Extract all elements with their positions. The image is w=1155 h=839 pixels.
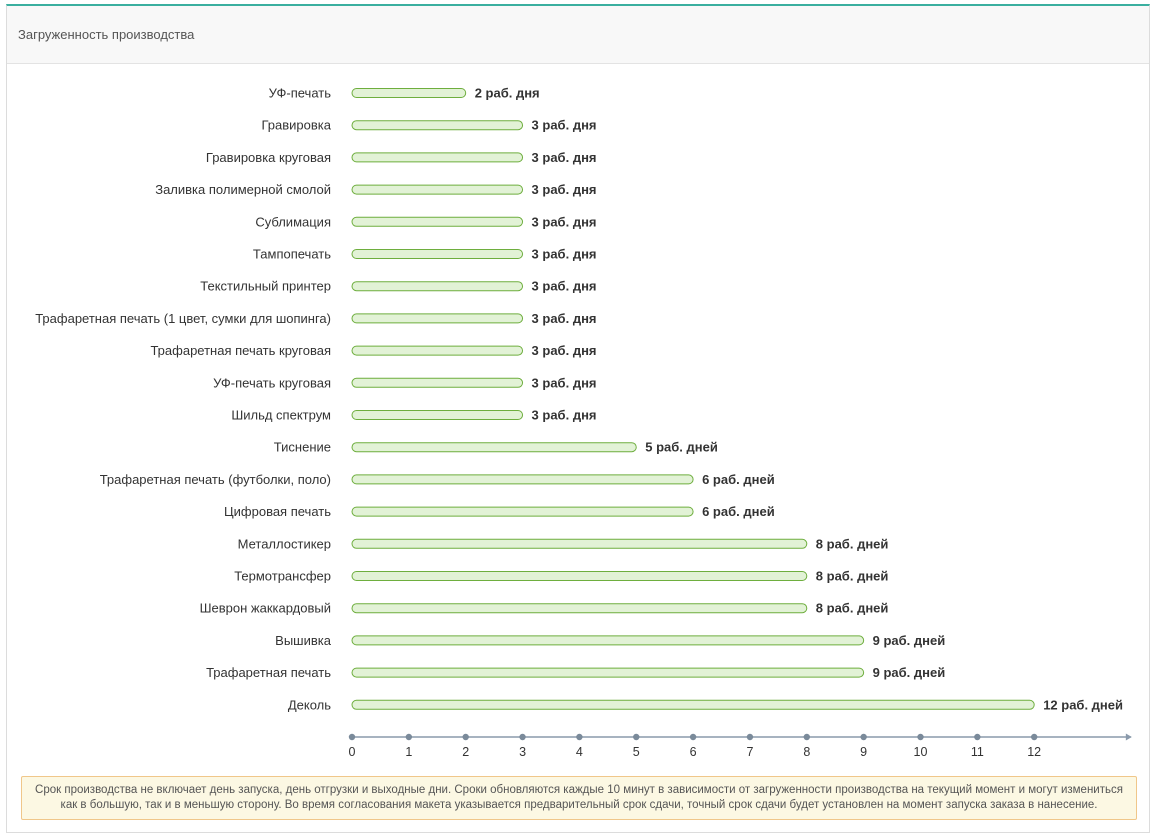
note-line-2: как в большую, так и в меньшую сторону. …: [60, 799, 1098, 811]
data-label: 6 раб. дней: [702, 504, 775, 519]
data-label: 3 раб. дня: [532, 311, 597, 326]
category-label: Шеврон жаккардовый: [200, 601, 331, 616]
x-tick-label: 6: [690, 745, 697, 759]
x-tick-label: 12: [1027, 745, 1041, 759]
category-label: УФ-печать круговая: [213, 375, 331, 390]
bar: [351, 345, 524, 356]
bar: [351, 313, 524, 324]
production-load-panel: Загруженность производства: [6, 4, 1150, 833]
x-tick-dot: [633, 733, 640, 741]
x-tick-label: 10: [914, 745, 928, 759]
bar: [351, 667, 865, 678]
category-label: Цифровая печать: [224, 504, 331, 519]
x-tick-dot: [519, 733, 526, 741]
data-label: 3 раб. дня: [532, 408, 597, 423]
data-label: 3 раб. дня: [532, 118, 597, 133]
bar: [351, 88, 467, 98]
data-label: 8 раб. дней: [816, 536, 889, 551]
x-tick-label: 5: [633, 745, 640, 759]
category-label: Трафаретная печать: [206, 665, 331, 680]
data-label: 3 раб. дня: [532, 279, 597, 294]
panel-title: Загруженность производства: [18, 27, 195, 42]
x-tick-label: 9: [860, 745, 867, 759]
bar: [351, 120, 524, 131]
data-label: 3 раб. дня: [532, 343, 597, 358]
x-axis-arrow: [1125, 733, 1132, 741]
x-tick-dot: [1031, 733, 1038, 741]
bar: [351, 635, 865, 646]
category-label: Шильд спектрум: [231, 408, 331, 423]
bar: [351, 281, 524, 292]
category-label: Тиснение: [274, 440, 331, 455]
bar: [351, 216, 524, 227]
category-label: Деколь: [288, 697, 331, 712]
data-label: 5 раб. дней: [645, 440, 718, 455]
x-tick-dot: [576, 733, 583, 741]
bar: [351, 152, 524, 163]
category-label: Гравировка круговая: [206, 150, 331, 165]
x-tick-dot: [348, 733, 356, 741]
category-label: УФ-печать: [269, 86, 332, 101]
category-label: Тампопечать: [253, 247, 331, 262]
category-label: Трафаретная печать круговая: [150, 343, 331, 358]
bar: [351, 506, 694, 517]
data-label: 8 раб. дней: [816, 569, 889, 584]
bar: [351, 571, 808, 581]
x-tick-label: 0: [349, 745, 356, 759]
data-label: 2 раб. дня: [475, 86, 540, 101]
x-tick-dot: [974, 733, 981, 741]
x-tick-dot: [746, 733, 754, 741]
bar: [351, 699, 1035, 710]
data-label: 3 раб. дня: [532, 247, 597, 262]
data-label: 9 раб. дней: [873, 665, 946, 680]
x-tick-label: 4: [576, 745, 583, 759]
production-load-chart: УФ-печать 2 раб. дня Гравировка 3 раб. дня Г…: [35, 86, 1132, 759]
data-label: 8 раб. дней: [816, 601, 889, 616]
category-label: Вышивка: [275, 633, 332, 648]
note-line-1: Срок производства не включает день запус…: [35, 784, 1123, 796]
category-label: Термотрансфер: [234, 569, 331, 584]
x-tick-dot: [803, 733, 810, 741]
bar: [351, 249, 524, 259]
x-tick-dot: [917, 733, 924, 741]
x-tick-label: 8: [803, 745, 810, 759]
bar: [351, 474, 694, 485]
data-label: 12 раб. дней: [1043, 697, 1123, 712]
bar: [351, 603, 808, 614]
x-tick-label: 11: [971, 745, 984, 759]
x-tick-label: 3: [519, 745, 526, 759]
bar: [351, 377, 524, 388]
category-label: Текстильный принтер: [200, 279, 331, 294]
category-label: Трафаретная печать (футболки, поло): [100, 472, 331, 487]
category-label: Трафаретная печать (1 цвет, сумки для шо…: [35, 311, 331, 326]
data-label: 9 раб. дней: [873, 633, 946, 648]
category-label: Металлостикер: [238, 536, 331, 551]
x-tick-dot: [462, 733, 469, 741]
category-label: Сублимация: [255, 214, 331, 229]
x-tick-dot: [405, 733, 413, 741]
bar: [351, 538, 808, 549]
category-label: Заливка полимерной смолой: [155, 182, 331, 197]
info-note: Срок производства не включает день запус…: [21, 776, 1137, 820]
data-label: 3 раб. дня: [532, 214, 597, 229]
x-tick-dot: [860, 733, 867, 741]
x-tick-dot: [689, 733, 697, 741]
panel-header: Загруженность производства: [7, 6, 1149, 64]
data-label: 6 раб. дней: [702, 472, 775, 487]
data-label: 3 раб. дня: [532, 150, 597, 165]
data-label: 3 раб. дня: [532, 375, 597, 390]
bar: [351, 184, 524, 195]
x-tick-label: 7: [746, 745, 753, 759]
x-tick-label: 1: [405, 745, 412, 759]
category-label: Гравировка: [261, 118, 331, 133]
x-tick-label: 2: [462, 745, 469, 759]
data-label: 3 раб. дня: [532, 182, 597, 197]
bar: [351, 442, 637, 453]
bar: [351, 410, 524, 420]
